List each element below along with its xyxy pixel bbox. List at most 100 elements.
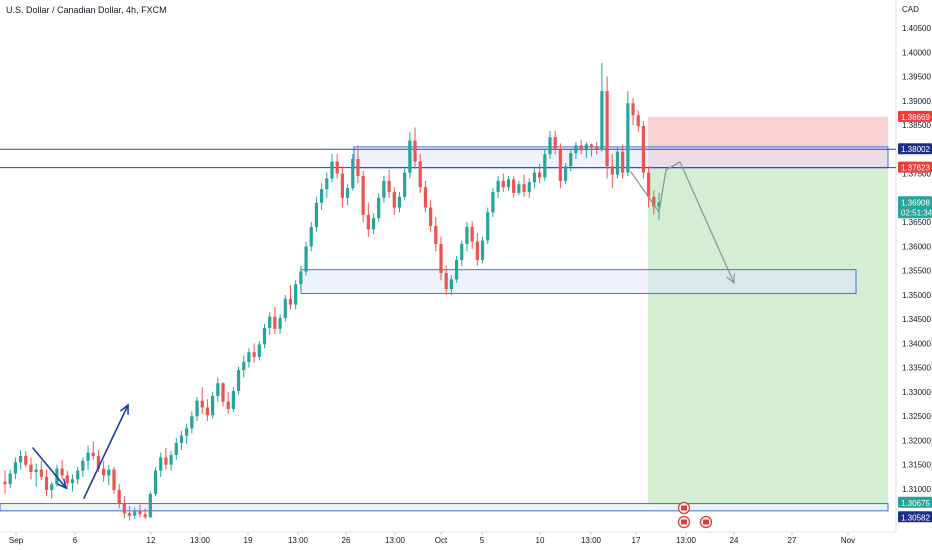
candle-body: [236, 370, 241, 391]
candle-body: [299, 271, 303, 285]
candle-body: [50, 484, 54, 490]
price-tick-label: 1.31000: [902, 485, 931, 494]
support-level-tag-bg: [898, 511, 932, 523]
candle-body: [641, 126, 646, 173]
candle-body: [127, 513, 132, 516]
entry-level-tag: 1.37623: [898, 161, 932, 173]
candle-body: [278, 318, 282, 329]
price-tick-label: 1.37500: [902, 170, 931, 179]
time-axis-layer: Sep 6 12 13:00 19 13:00 26 13:00 Oct 5 10 13:00 17 13…: [9, 532, 855, 545]
candle-body: [460, 243, 464, 260]
econ-event-flag: [681, 519, 687, 525]
target-level-tag-bg: [898, 496, 932, 508]
time-tick-label: 13:00: [190, 536, 211, 545]
candle-body: [211, 395, 215, 416]
candle-body: [361, 176, 365, 215]
last-price-tag-value: 1.36908: [901, 198, 930, 207]
candle-body: [553, 137, 557, 150]
time-tick-label: Nov: [841, 536, 855, 545]
candles-layer: [3, 62, 661, 521]
candle-body: [392, 192, 396, 208]
candle-body: [543, 154, 547, 178]
price-axis-layer: 1.40500 1.40000 1.39500 1.39000 1.38500 1.375…: [898, 24, 932, 523]
time-tick-label: 13:00: [385, 536, 406, 545]
candle-body: [522, 184, 526, 193]
support-level-tag: 1.30582: [898, 511, 932, 523]
candle-body: [143, 514, 147, 518]
price-tick-label: 1.34000: [902, 339, 931, 348]
time-tick-label: 19: [244, 536, 253, 545]
projection-path-line: [630, 161, 735, 284]
candle-body: [408, 140, 412, 173]
up-arrow-line: [83, 404, 129, 499]
candle-body: [569, 153, 573, 167]
projection-path: [630, 161, 735, 285]
candle-body: [351, 159, 355, 189]
candle-body: [34, 469, 38, 473]
candle-body: [159, 457, 163, 471]
candle-body: [423, 187, 428, 208]
candle-body: [185, 428, 189, 436]
candle-body: [247, 352, 251, 362]
annotations-layer: [32, 161, 735, 529]
candle-body: [465, 226, 469, 244]
candle-body: [527, 182, 531, 193]
candle-body: [231, 390, 235, 409]
candle-body: [496, 180, 500, 193]
candle-body: [216, 383, 220, 396]
down-arrow-small-line: [32, 447, 67, 489]
support-level-tag-value: 1.30582: [901, 513, 930, 522]
resistance-level-tag-value: 1.38002: [901, 145, 930, 154]
candle-body: [563, 166, 568, 181]
candle-body: [29, 464, 33, 473]
candle-body: [117, 489, 121, 504]
support-zone: [0, 503, 889, 512]
candle-body: [486, 212, 490, 241]
candle-body: [652, 196, 656, 207]
up-arrow-head: [120, 403, 129, 415]
candle-body: [366, 214, 370, 230]
econ-event-icon[interactable]: [677, 501, 691, 515]
candle-body: [153, 470, 158, 494]
candle-body: [626, 103, 630, 173]
candle-body: [107, 469, 111, 476]
candle-body: [309, 226, 313, 247]
candle-body: [76, 470, 80, 480]
candle-body: [112, 469, 116, 490]
econ-event-icon[interactable]: [677, 515, 691, 529]
candle-body: [470, 226, 474, 242]
candle-body: [647, 172, 651, 197]
candle-body: [13, 462, 17, 474]
demand-zone: [300, 269, 857, 294]
candle-body: [589, 144, 594, 147]
candle-body: [631, 103, 635, 116]
candle-body: [164, 457, 168, 465]
econ-event-icon[interactable]: [699, 515, 713, 529]
price-tick-label: 1.36500: [902, 218, 931, 227]
candle-body: [325, 178, 329, 190]
candle-body: [475, 241, 479, 260]
candle-body: [102, 468, 106, 476]
candle-body: [169, 455, 173, 465]
time-tick-label: 26: [342, 536, 351, 545]
price-tick-label: 1.35500: [902, 267, 931, 276]
candle-body: [397, 196, 402, 208]
price-tick-label: 1.31500: [902, 461, 931, 470]
price-tick-label: 1.33500: [902, 364, 931, 373]
price-tick-label: 1.39500: [902, 73, 931, 82]
candle-body: [480, 240, 485, 260]
candle-body: [252, 352, 256, 358]
price-tick-label: 1.32000: [902, 436, 931, 445]
take-profit-zone: [648, 167, 888, 505]
candle-body: [584, 144, 588, 151]
candle-body: [133, 510, 137, 516]
price-tick-label: 1.40000: [902, 48, 931, 57]
candle-body: [65, 475, 69, 484]
econ-event-flag: [681, 505, 687, 511]
time-tick-label: 10: [536, 536, 545, 545]
time-tick-label: 5: [480, 536, 485, 545]
candle-body: [636, 115, 640, 127]
candle-body: [314, 202, 319, 227]
candle-body: [24, 456, 28, 465]
